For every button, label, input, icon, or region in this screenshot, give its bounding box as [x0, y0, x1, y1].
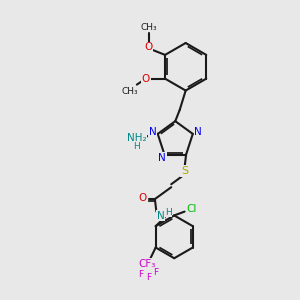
Text: CF₃: CF₃ [139, 259, 156, 269]
Text: Cl: Cl [187, 204, 197, 214]
Text: CH₃: CH₃ [140, 23, 157, 32]
Text: O: O [138, 193, 146, 202]
Text: O: O [142, 74, 150, 84]
Text: CH₃: CH₃ [121, 87, 138, 96]
Text: H: H [134, 142, 140, 151]
Text: H: H [165, 208, 172, 217]
Text: S: S [181, 166, 188, 176]
Text: NH₂: NH₂ [127, 134, 147, 143]
Text: N: N [158, 153, 166, 163]
Text: N: N [148, 127, 156, 136]
Text: F: F [138, 270, 143, 279]
Text: F: F [146, 273, 152, 282]
Text: N: N [157, 211, 165, 221]
Text: O: O [145, 43, 153, 52]
Text: N: N [194, 127, 202, 136]
Text: F: F [153, 268, 158, 277]
